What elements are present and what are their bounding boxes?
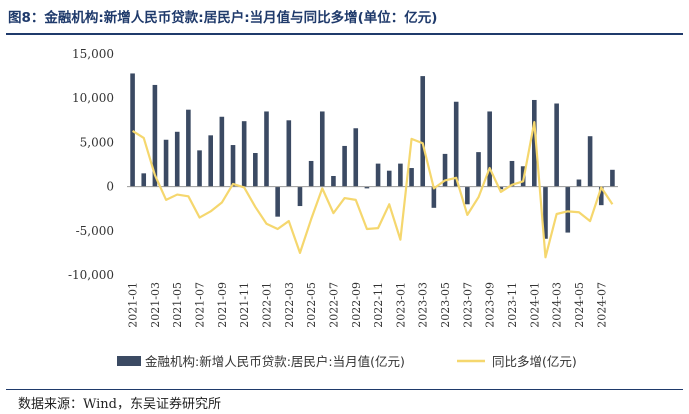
x-tick-label: 2021-03 (149, 282, 162, 328)
bar (331, 175, 336, 187)
legend-line-label: 同比多增(亿元) (492, 354, 577, 369)
x-tick-label: 2022-07 (327, 282, 340, 328)
bar (308, 160, 314, 187)
bar (442, 153, 448, 187)
bar (453, 101, 459, 187)
bar (576, 179, 582, 187)
bar (398, 163, 403, 187)
bar (130, 73, 135, 187)
bar (286, 120, 292, 187)
x-tick-label: 2021-11 (238, 282, 251, 328)
x-tick-label: 2023-01 (394, 282, 407, 328)
bar (241, 121, 247, 187)
x-tick-label: 2022-05 (305, 282, 318, 328)
x-tick-label: 2024-01 (528, 282, 541, 328)
bar (230, 145, 236, 187)
x-tick-label: 2022-01 (260, 282, 273, 328)
chart-title: 图8：金融机构:新增人民币贷款:居民户:当月值与同比多增(单位：亿元) (8, 10, 438, 26)
bar (297, 186, 303, 207)
bar (409, 168, 414, 187)
x-tick-label: 2022-09 (350, 282, 363, 328)
bar (386, 170, 392, 187)
bar (610, 169, 615, 187)
x-tick-label: 2021-09 (216, 282, 229, 328)
bar (476, 152, 481, 187)
x-tick-label: 2024-03 (551, 282, 564, 328)
y-tick-label: -10,000 (68, 268, 114, 282)
bar (565, 186, 571, 233)
y-tick-label: 5,000 (80, 135, 114, 149)
bar (532, 99, 537, 187)
x-tick-label: 2024-07 (595, 282, 608, 328)
bar (186, 109, 191, 187)
bar (141, 173, 147, 187)
bar (174, 131, 180, 187)
bar (264, 111, 269, 187)
bar (208, 135, 213, 187)
title-divider (6, 33, 683, 35)
x-tick-label: 2023-07 (461, 282, 474, 328)
bar (197, 150, 202, 187)
bar (375, 163, 381, 187)
x-tick-label: 2024-05 (573, 282, 586, 328)
bar (431, 186, 437, 208)
bar (219, 116, 225, 187)
x-tick-label: 2023-05 (439, 282, 452, 328)
x-tick-label: 2021-01 (127, 282, 140, 328)
bar (587, 136, 593, 187)
bar (275, 186, 280, 217)
line-series (131, 120, 614, 259)
x-tick-label: 2023-09 (484, 282, 497, 328)
x-tick-label: 2023-11 (506, 282, 519, 328)
x-tick-label: 2022-11 (372, 282, 385, 328)
x-tick-label: 2022-03 (283, 282, 296, 328)
bar (487, 111, 492, 187)
x-tick-label: 2023-03 (417, 282, 430, 328)
x-axis: 2021-01 2021-03 2021-05 2021-07 2021-09 2021-… (127, 282, 609, 328)
y-axis: -10,000 -5,000 0 5,000 10,000 15,000 (68, 47, 114, 282)
bar (465, 186, 470, 205)
bar (598, 186, 604, 206)
bar (163, 139, 169, 187)
bar (498, 186, 504, 190)
bar (319, 111, 325, 187)
bar (342, 145, 347, 187)
legend-bar-swatch (117, 356, 141, 366)
bar (253, 153, 258, 187)
y-tick-label: 15,000 (72, 47, 114, 61)
x-tick-label: 2021-05 (171, 282, 184, 328)
data-source: 数据来源：Wind，东吴证券研究所 (18, 397, 221, 412)
bar (364, 186, 370, 189)
bar (509, 160, 515, 187)
x-tick-label: 2021-07 (194, 282, 207, 328)
bar (152, 84, 158, 187)
bar (554, 103, 559, 187)
legend: 金融机构:新增人民币贷款:居民户:当月值(亿元) 同比多增(亿元) (117, 354, 577, 369)
bar (353, 128, 359, 187)
y-tick-label: 0 (106, 180, 114, 194)
bar (543, 186, 548, 239)
source-divider (6, 389, 683, 390)
legend-bar-label: 金融机构:新增人民币贷款:居民户:当月值(亿元) (145, 354, 405, 369)
y-tick-label: 10,000 (72, 91, 114, 105)
y-tick-label: -5,000 (76, 224, 114, 238)
bar (420, 76, 426, 187)
